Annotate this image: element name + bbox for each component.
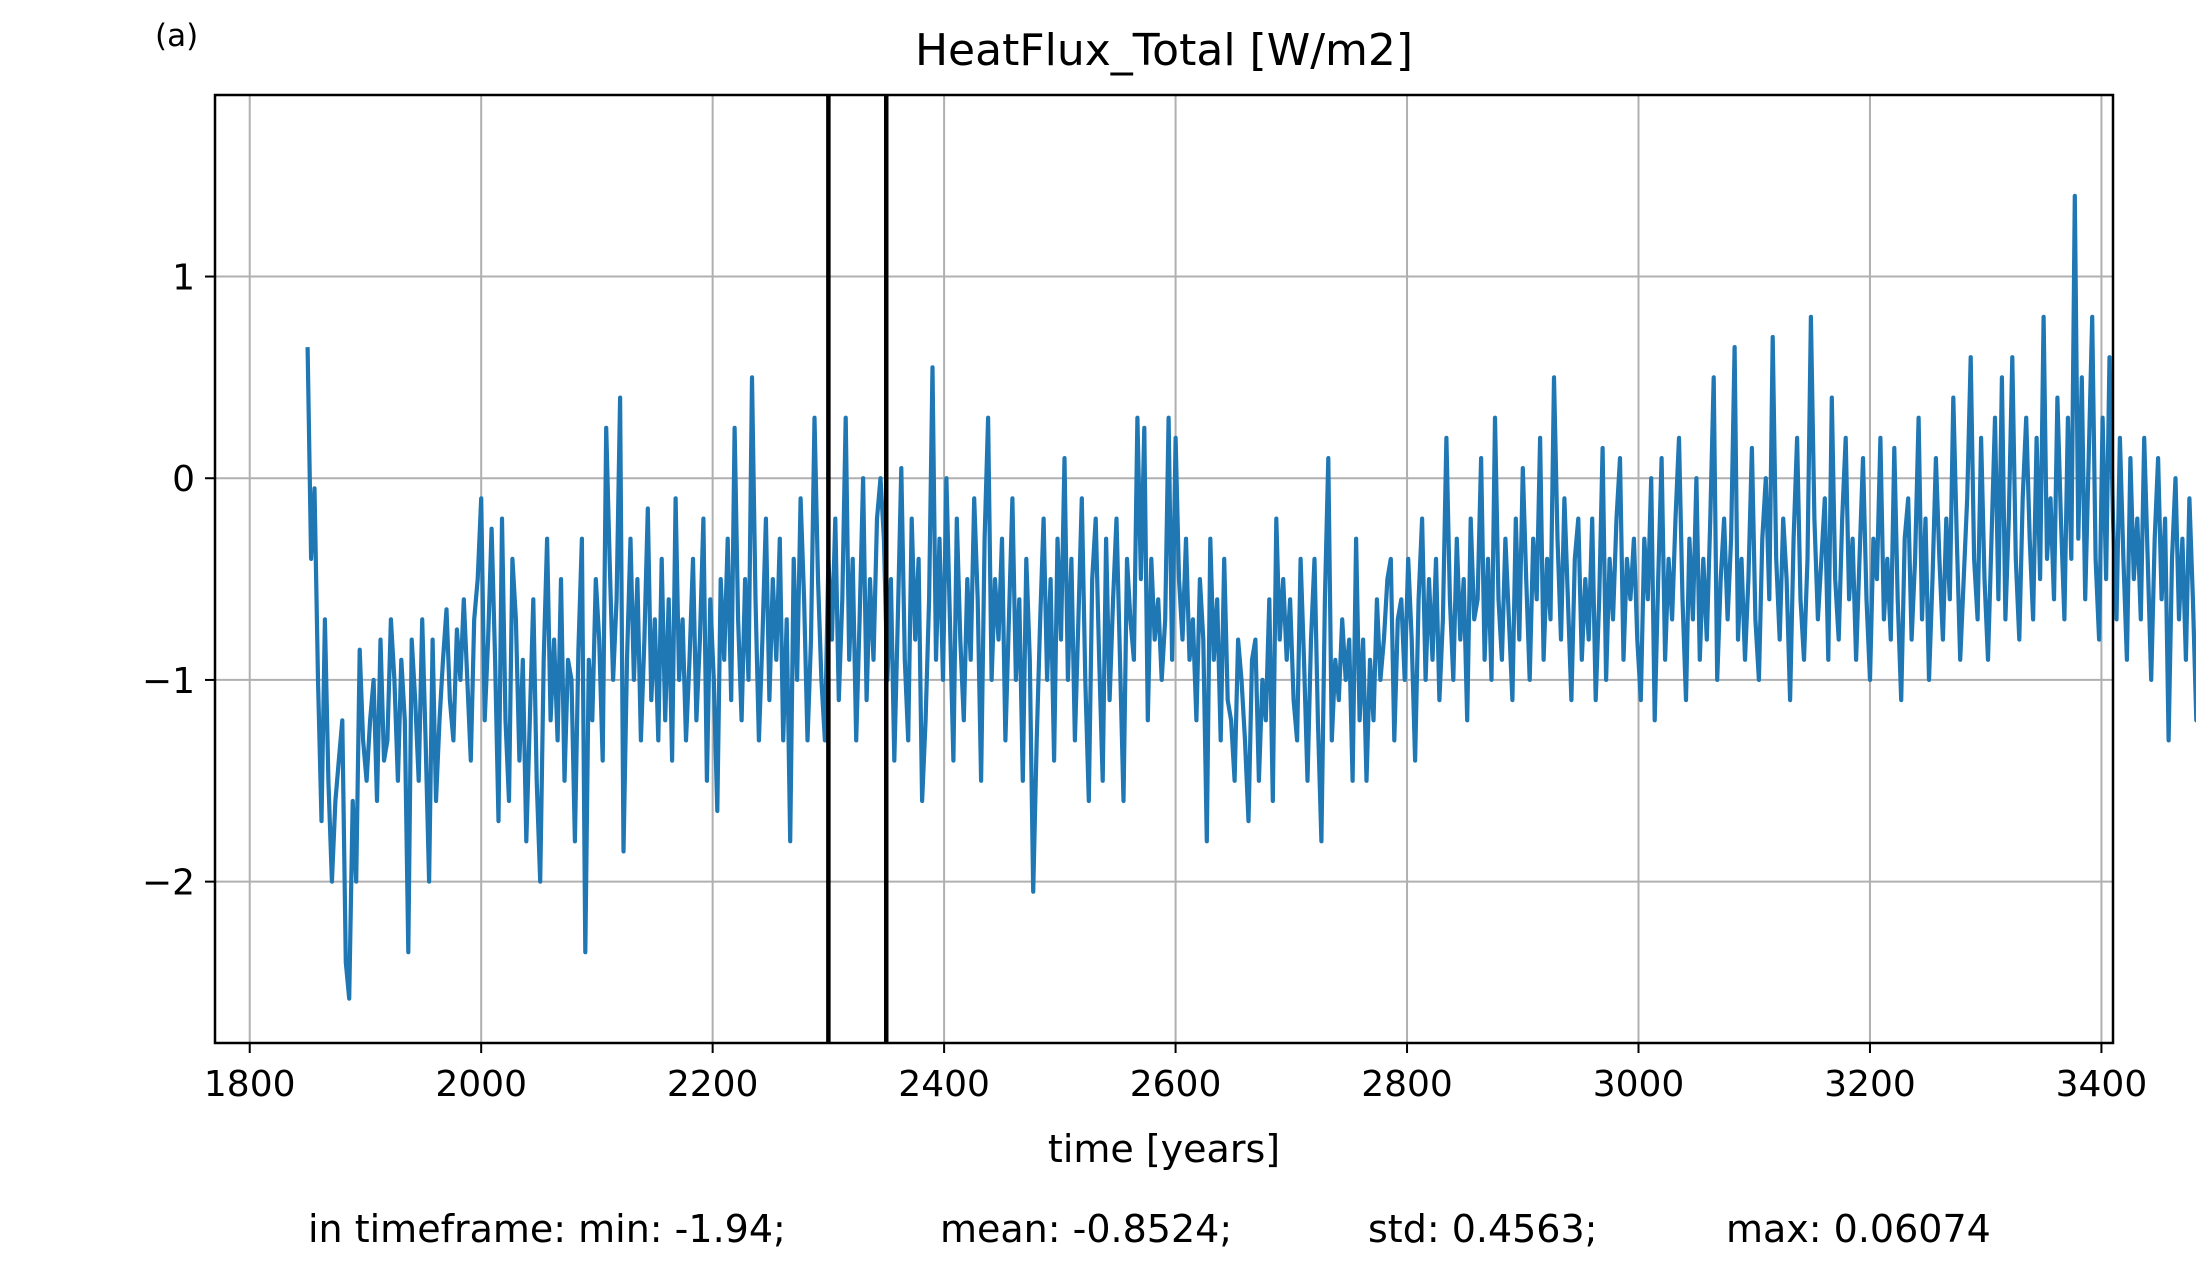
footer-stat-mean: mean: -0.8524; [940, 1207, 1232, 1251]
panel-label: (a) [155, 18, 198, 54]
x-tick-label: 2400 [898, 1064, 990, 1105]
x-tick-label: 2000 [435, 1064, 527, 1105]
x-tick-label: 3400 [2056, 1064, 2148, 1105]
y-tick-label: −1 [142, 661, 195, 702]
x-tick-label: 3000 [1593, 1064, 1685, 1105]
x-tick-label: 2800 [1361, 1064, 1453, 1105]
timeframe-markers [826, 95, 889, 1043]
x-tick-label: 2200 [667, 1064, 759, 1105]
footer-stat-max: max: 0.06074 [1726, 1207, 1991, 1251]
series-layer [305, 193, 2196, 1001]
x-tick-label: 1800 [204, 1064, 296, 1105]
footer-stat-std: std: 0.4563; [1368, 1207, 1597, 1251]
series-line [305, 193, 2196, 1001]
x-tick-label: 2600 [1130, 1064, 1222, 1105]
y-tick-label: 0 [172, 459, 195, 500]
y-tick-label: −2 [142, 863, 195, 904]
y-tick-label: 1 [172, 258, 195, 299]
plot-frame [213, 93, 2115, 1045]
footer-stat-min: in timeframe: min: -1.94; [308, 1207, 786, 1251]
axis-ticks: 1800 2000 2200 2400 2600 2800 3000 3200 3400 −2 −1… [142, 258, 2147, 1105]
x-axis-label: time [years] [1048, 1127, 1280, 1171]
x-tick-label: 3200 [1824, 1064, 1916, 1105]
chart-title: HeatFlux_Total [W/m2] [915, 25, 1413, 76]
